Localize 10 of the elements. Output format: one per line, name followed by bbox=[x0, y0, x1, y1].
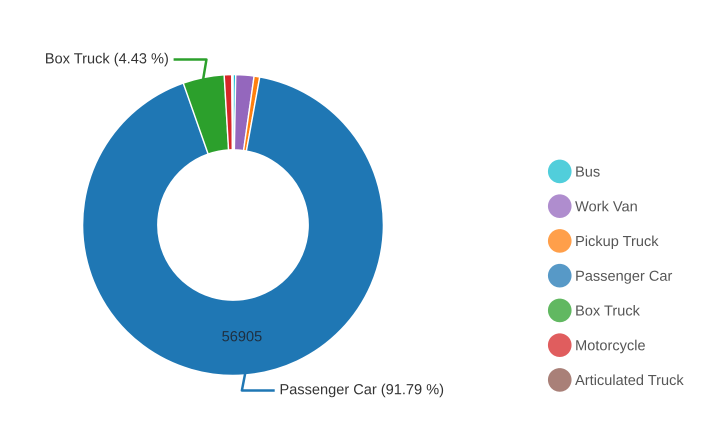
legend-label: Articulated Truck bbox=[575, 374, 684, 386]
data-label: 56905 bbox=[222, 331, 262, 342]
text: Passenger Car (91.79 %) bbox=[280, 384, 444, 398]
legend-label: Motorcycle bbox=[576, 340, 645, 354]
legend-label: Pickup Truck bbox=[576, 235, 659, 250]
legend-label: Box Truck bbox=[576, 304, 640, 316]
legend-label: Bus bbox=[576, 166, 600, 177]
text: Box Truck (4.43 %) bbox=[46, 52, 168, 66]
legend-label: Passenger Car bbox=[576, 270, 672, 284]
legend-label: Work Van bbox=[575, 200, 637, 212]
